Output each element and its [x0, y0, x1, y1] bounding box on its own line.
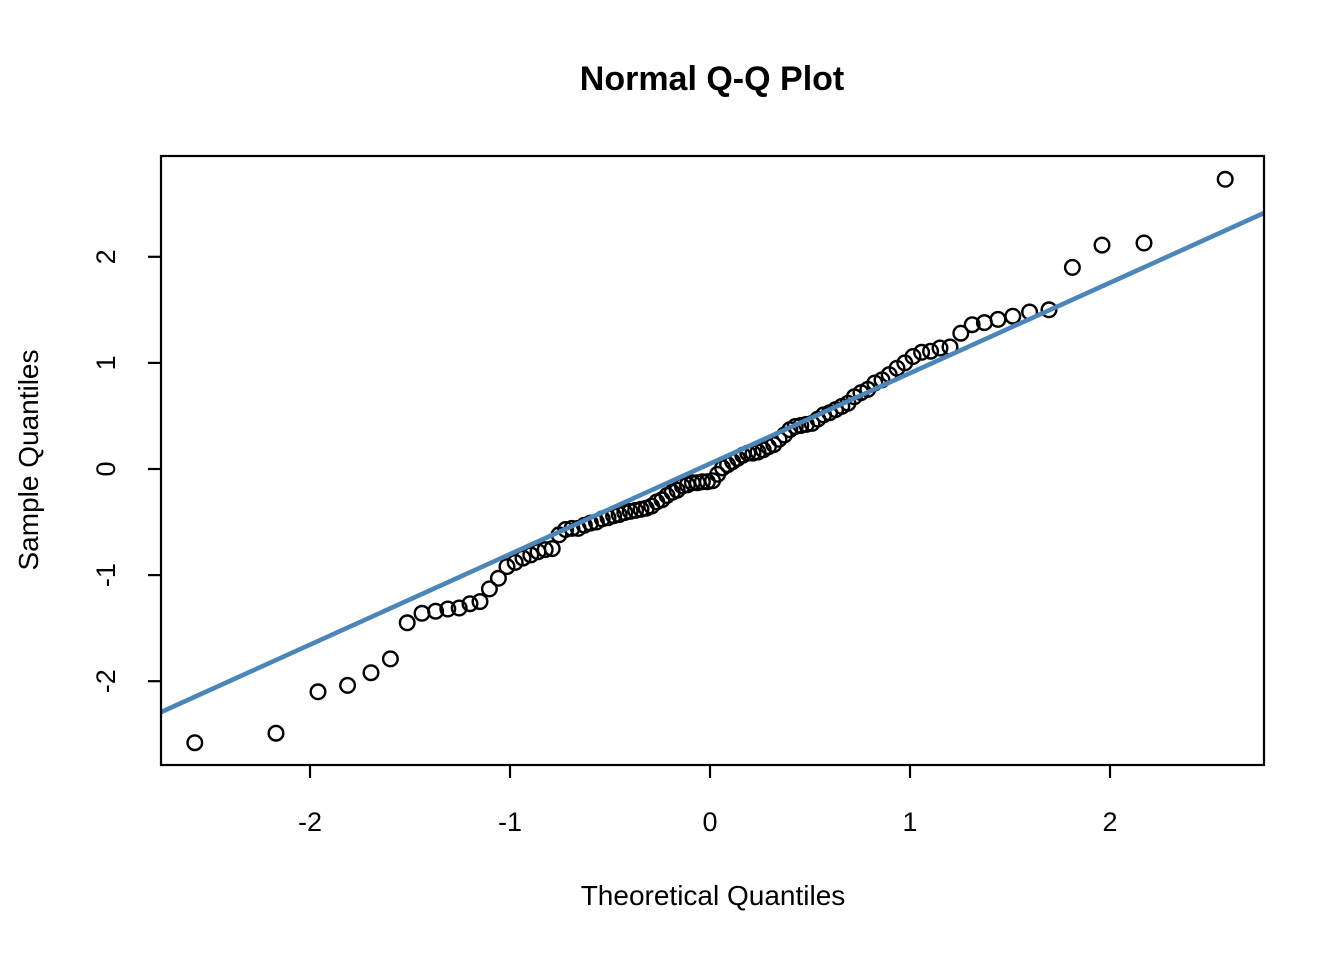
data-point	[362, 664, 380, 682]
data-point	[931, 339, 949, 357]
data-point	[480, 580, 498, 598]
data-point	[450, 599, 468, 617]
data-point	[1216, 170, 1234, 188]
x-axis-title: Theoretical Quantiles	[581, 880, 846, 911]
data-point	[668, 481, 686, 499]
data-point	[489, 569, 507, 587]
data-point	[186, 734, 204, 752]
data-point	[461, 595, 479, 613]
data-point	[471, 593, 489, 611]
x-tick-label: -1	[498, 807, 522, 837]
y-tick-label: 0	[91, 461, 121, 476]
x-axis-ticks: -2 -1 0 1 2	[298, 765, 1118, 837]
data-point	[543, 540, 561, 558]
data-point	[398, 614, 416, 632]
plot-box	[159, 154, 1266, 767]
qq-reference-line	[160, 210, 1265, 715]
data-point	[1063, 258, 1081, 276]
data-point	[309, 683, 327, 701]
data-point	[557, 521, 575, 539]
data-point	[381, 650, 399, 668]
data-point	[989, 310, 1007, 328]
y-tick-label: 1	[91, 355, 121, 370]
y-axis-title: Sample Quantiles	[13, 349, 44, 570]
scatter-points-group	[186, 170, 1234, 752]
reference-line-group	[160, 210, 1265, 715]
data-point	[427, 602, 445, 620]
y-tick-label: -2	[91, 669, 121, 693]
data-point	[267, 724, 285, 742]
data-point	[413, 604, 431, 622]
data-point	[693, 473, 711, 491]
y-tick-label: 2	[91, 249, 121, 264]
chart-title: Normal Q-Q Plot	[580, 60, 844, 98]
y-tick-label: -1	[91, 563, 121, 587]
data-point	[904, 348, 922, 366]
y-axis-ticks: -2 -1 0 1 2	[91, 249, 161, 693]
data-point	[439, 600, 457, 618]
data-point	[1004, 307, 1022, 325]
data-point	[963, 316, 981, 334]
x-tick-label: 1	[902, 807, 917, 837]
data-point	[913, 343, 931, 361]
data-point	[1040, 301, 1058, 319]
x-tick-label: -2	[298, 807, 322, 837]
x-tick-label: 0	[702, 807, 717, 837]
x-tick-label: 2	[1102, 807, 1117, 837]
data-point	[1093, 236, 1111, 254]
data-point	[1135, 234, 1153, 252]
data-point	[339, 676, 357, 694]
data-point	[952, 324, 970, 342]
data-point	[498, 558, 516, 576]
data-point	[536, 541, 554, 559]
data-point	[922, 342, 940, 360]
